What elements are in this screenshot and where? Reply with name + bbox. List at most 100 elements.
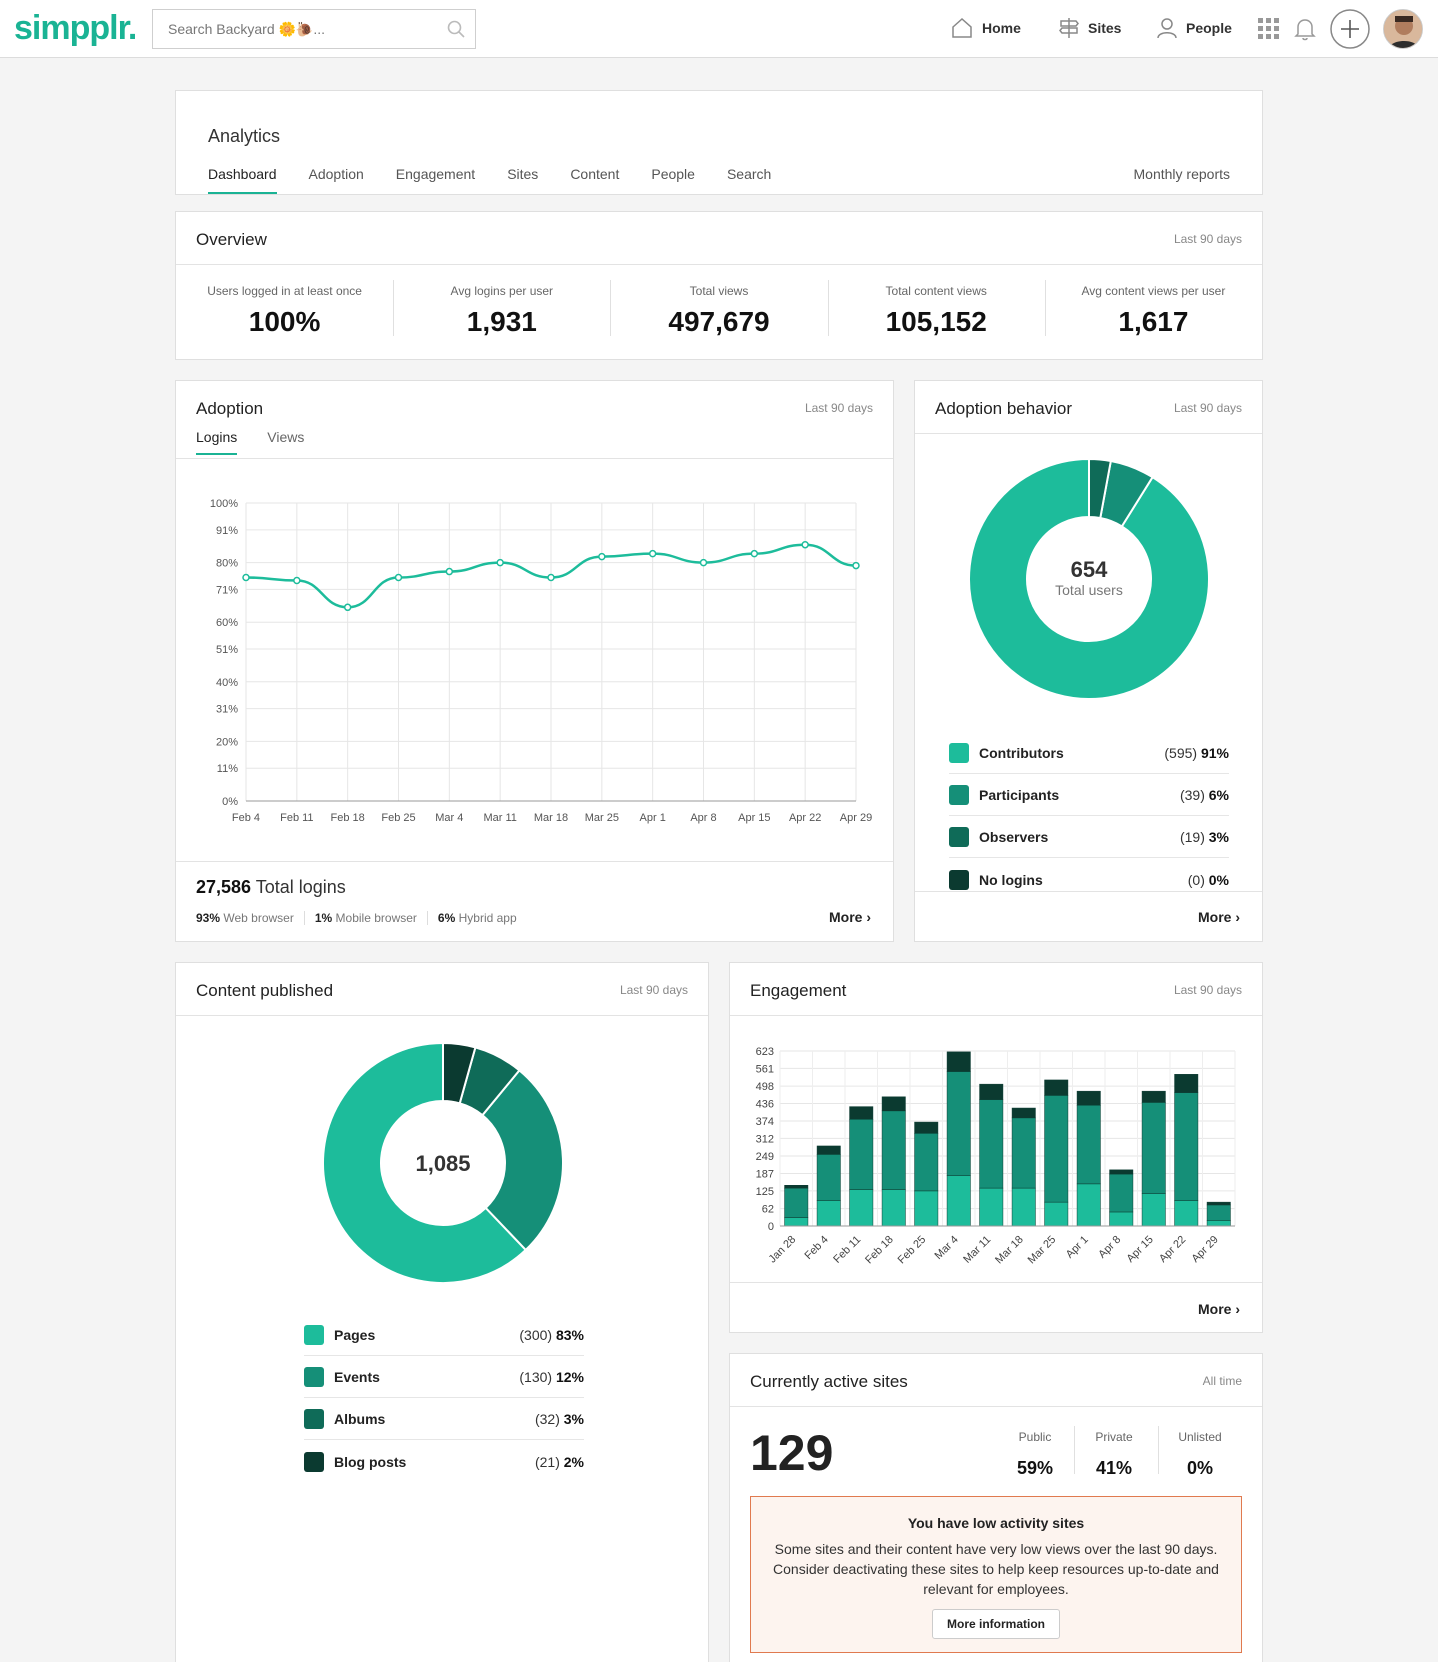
legend-value: (19) 3% [1180, 829, 1229, 845]
divider [1074, 1426, 1075, 1474]
legend-item: No logins (0) 0% [949, 859, 1229, 900]
engagement-card: Engagement Last 90 days 623 561 498 436 374 3… [729, 962, 1263, 1333]
tab-engagement[interactable]: Engagement [395, 166, 476, 182]
breakdown-hybrid: 6% Hybrid app [426, 911, 527, 925]
more-label: More [1197, 909, 1232, 925]
y-tick-label: 100% [210, 498, 238, 510]
x-tick-label: Feb 18 [863, 1234, 896, 1267]
bar-segment [1076, 1090, 1101, 1106]
legend-percent: 3% [1208, 829, 1229, 845]
chevron-right-icon: › [866, 909, 871, 925]
x-tick-label: Apr 22 [789, 812, 821, 824]
kpi-value: 497,679 [668, 306, 770, 337]
tab-content[interactable]: Content [570, 166, 620, 182]
monthly-reports-link[interactable]: Monthly reports [1133, 166, 1230, 182]
breakdown-pct: 6% [437, 911, 456, 925]
bar-segment [881, 1096, 906, 1112]
avatar[interactable] [1383, 9, 1423, 49]
donut-center-value: 1,085 [415, 1151, 470, 1176]
bar-segment [1109, 1173, 1134, 1213]
top-bar: simpplr. Search Backyard 🌼🐌... Home Site… [0, 0, 1438, 58]
bar-segment [914, 1133, 939, 1192]
legend-item: Albums (32) 3% [304, 1399, 584, 1440]
divider [915, 433, 1262, 434]
x-tick-label: Feb 25 [896, 1234, 929, 1267]
x-tick-label: Apr 15 [1124, 1234, 1155, 1265]
search-input[interactable]: Search Backyard 🌼🐌... [152, 9, 476, 49]
bar-segment [1044, 1079, 1069, 1096]
bar-segment [1044, 1095, 1069, 1203]
x-tick-label: Apr 8 [1096, 1234, 1123, 1261]
legend-item: Blog posts (21) 2% [304, 1441, 584, 1482]
active-sites-range: All time [1202, 1374, 1242, 1388]
breakdown-pct: 1% [314, 911, 333, 925]
data-point [852, 561, 860, 570]
x-tick-label: Apr 1 [1064, 1234, 1091, 1261]
tab-people[interactable]: People [651, 166, 695, 182]
kpi-value: 1,617 [1118, 306, 1189, 337]
total-logins-label: Total logins [255, 877, 346, 897]
adoption-behavior-more-link[interactable]: More › [1198, 909, 1240, 925]
legend-count: (130) [519, 1369, 556, 1385]
kpi-total-views: Total views 497,679 [610, 262, 827, 352]
legend-swatch [949, 743, 969, 763]
analytics-tabs: Dashboard Adoption Engagement Sites Cont… [208, 166, 771, 194]
engagement-title: Engagement [750, 981, 847, 1000]
more-information-button[interactable]: More information [932, 1609, 1060, 1639]
overview-card: Overview Last 90 days Users logged in at… [175, 211, 1263, 360]
tab-adoption[interactable]: Adoption [308, 166, 364, 182]
site-col-label: Private [1095, 1430, 1133, 1444]
total-logins: 27,586 Total logins [196, 877, 346, 898]
x-tick-label: Jan 28 [767, 1234, 799, 1266]
content-published-range: Last 90 days [619, 983, 688, 997]
breakdown-label: Mobile browser [335, 911, 417, 925]
y-tick-label: 561 [756, 1063, 774, 1075]
donut-slice-blog-posts [442, 1041, 477, 1105]
create-plus-icon[interactable] [1330, 9, 1370, 54]
legend-count: (300) [519, 1327, 556, 1343]
adoption-tabs: Logins Views [196, 429, 304, 455]
tab-views[interactable]: Views [267, 429, 305, 445]
y-tick-label: 374 [756, 1116, 774, 1128]
nav-sites[interactable]: Sites [1058, 16, 1121, 40]
search-icon[interactable] [447, 20, 465, 43]
tab-search[interactable]: Search [726, 166, 772, 182]
active-sites-card: Currently active sites All time 129 Publ… [729, 1353, 1263, 1662]
divider [730, 1406, 1262, 1407]
kpi-value: 100% [248, 306, 321, 337]
login-breakdown: 93% Web browser 1% Mobile browser 6% Hyb… [196, 911, 527, 925]
overview-title: Overview [196, 230, 267, 249]
kpi-total-content-views: Total content views 105,152 [827, 262, 1045, 352]
legend-percent: 83% [555, 1327, 584, 1343]
tab-logins[interactable]: Logins [196, 429, 238, 455]
legend-swatch [304, 1451, 324, 1472]
site-col-value: 59% [1016, 1458, 1054, 1478]
donut-slice-pages [322, 1041, 528, 1283]
adoption-behavior-title: Adoption behavior [935, 399, 1073, 418]
bar-segment [1011, 1117, 1036, 1189]
adoption-title: Adoption [196, 399, 264, 418]
y-tick-label: 187 [756, 1168, 774, 1180]
y-tick-label: 436 [756, 1099, 774, 1111]
simpplr-logo[interactable]: simpplr. [14, 9, 137, 47]
engagement-more-link[interactable]: More › [1198, 1301, 1240, 1317]
tab-sites[interactable]: Sites [507, 166, 539, 182]
nav-people[interactable]: People [1156, 16, 1232, 40]
legend-name: Observers [979, 829, 1049, 845]
bar-segment [1141, 1193, 1166, 1227]
adoption-more-link[interactable]: More › [829, 909, 871, 925]
nav-home[interactable]: Home [950, 16, 1021, 40]
breakdown-label: Web browser [223, 911, 294, 925]
divider [915, 891, 1262, 892]
kpi-row: Users logged in at least once 100% Avg l… [176, 262, 1262, 352]
site-col-value: 0% [1186, 1458, 1213, 1478]
apps-grid-icon[interactable] [1258, 18, 1280, 45]
kpi-label: Avg logins per user [450, 284, 554, 298]
bell-icon[interactable] [1294, 17, 1316, 46]
y-tick-label: 125 [756, 1186, 774, 1198]
tab-dashboard[interactable]: Dashboard [208, 166, 277, 194]
legend-name: Pages [334, 1327, 376, 1343]
legend-value: (39) 6% [1180, 787, 1229, 803]
bar-segment [1206, 1204, 1231, 1221]
